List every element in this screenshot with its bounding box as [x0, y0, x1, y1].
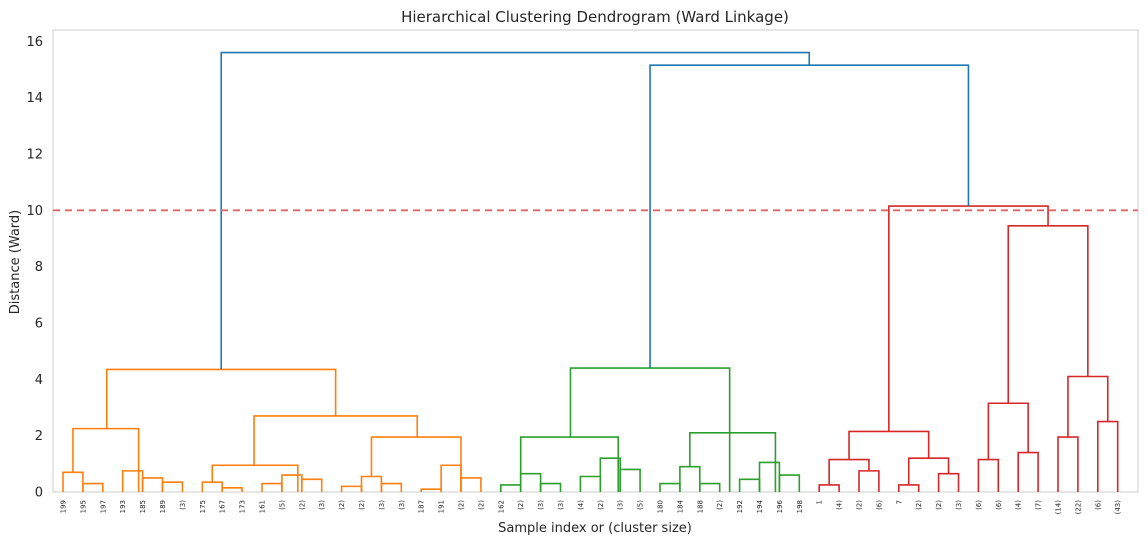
leaf-label: (2)	[597, 500, 605, 510]
y-tick-label: 10	[26, 204, 43, 219]
dendrogram-link	[539, 482, 562, 492]
leaf-label: 199	[60, 500, 68, 513]
leaf-label: (3)	[617, 500, 625, 510]
leaf-label: 173	[239, 500, 247, 513]
leaf-label: (7)	[1035, 500, 1043, 510]
leaf-label: (2)	[716, 500, 724, 510]
leaf-label: (3)	[557, 500, 565, 510]
dendrogram-link	[519, 436, 620, 492]
dendrogram-link	[828, 458, 870, 485]
leaf-label: (2)	[338, 500, 346, 510]
leaf-label: (5)	[637, 500, 645, 510]
y-axis-ticks: 0 2 4 6 8 10 12 14 16	[26, 35, 43, 501]
leaf-label: (4)	[1015, 500, 1023, 510]
y-tick-label: 8	[35, 260, 43, 275]
leaf-label: (2)	[298, 500, 306, 510]
leaf-label: 188	[696, 500, 704, 513]
y-tick-label: 12	[26, 147, 43, 162]
leaf-label: (2)	[935, 500, 943, 510]
y-tick-label: 16	[26, 35, 43, 50]
leaf-label: 161	[259, 500, 267, 513]
dendrogram-link	[301, 478, 323, 492]
y-tick-label: 6	[35, 316, 43, 331]
dendrogram-link	[221, 486, 243, 492]
leaf-label: (2)	[358, 500, 366, 510]
dendrogram-link	[858, 470, 880, 492]
leaf-label: (3)	[378, 500, 386, 510]
leaf-label: (3)	[537, 500, 545, 510]
leaf-label: (2)	[517, 500, 525, 510]
dendrogram-link	[380, 482, 403, 492]
leaf-label: (6)	[995, 500, 1003, 510]
y-tick-label: 0	[35, 486, 43, 501]
dendrogram-link	[619, 468, 641, 492]
leaf-label: (4)	[836, 500, 844, 510]
leaf-label: (3)	[398, 500, 406, 510]
leaf-label: (43)	[1114, 500, 1122, 515]
leaf-label: 195	[79, 500, 87, 513]
leaf-label: 187	[418, 500, 426, 513]
dendrogram-link	[977, 458, 1000, 492]
leaf-label: 167	[219, 500, 227, 513]
plot-frame	[52, 29, 1139, 493]
y-tick-label: 2	[35, 429, 43, 444]
x-axis-label: Sample index or (cluster size)	[498, 521, 692, 536]
dendrogram-link	[82, 482, 104, 492]
leaf-label: (4)	[577, 500, 585, 510]
leaf-label: (6)	[975, 500, 983, 510]
chart-title: Hierarchical Clustering Dendrogram (Ward…	[401, 8, 789, 26]
leaf-label: 193	[119, 500, 127, 513]
leaf-label: (2)	[458, 500, 466, 510]
leaf-label: (2)	[915, 500, 923, 510]
y-axis-label: Distance (Ward)	[8, 210, 23, 314]
leaf-label: 185	[139, 500, 147, 513]
leaf-label: 189	[159, 500, 167, 513]
y-tick-label: 4	[35, 373, 43, 388]
y-tick-label: 14	[26, 91, 43, 106]
dendrogram-link	[699, 482, 721, 492]
leaf-label: 198	[796, 500, 804, 513]
leaf-label: (3)	[318, 500, 326, 510]
leaf-label: (3)	[955, 500, 963, 510]
dendrogram-link	[569, 367, 731, 492]
leaf-label: 1	[816, 500, 824, 504]
leaf-label: 175	[199, 500, 207, 513]
leaf-label: (5)	[278, 500, 286, 510]
dendrogram-link	[1017, 451, 1039, 492]
leaf-label: (3)	[179, 500, 187, 510]
leaf-label: 197	[99, 500, 107, 513]
leaf-label: (6)	[1094, 500, 1102, 510]
leaf-label: 194	[756, 499, 764, 513]
leaf-label: (2)	[477, 500, 485, 510]
dendrogram-link	[161, 481, 184, 492]
leaf-label: 162	[497, 500, 505, 513]
dendrogram-link	[689, 432, 777, 492]
leaf-label: 7	[895, 500, 903, 504]
dendrogram-link	[370, 436, 462, 492]
leaf-label: 196	[776, 499, 784, 513]
leaf-label: 191	[438, 500, 446, 513]
dendrogram-link	[72, 427, 140, 492]
leaf-label: (6)	[875, 500, 883, 510]
dendrogram-link	[848, 430, 930, 460]
leaf-label: (14)	[1055, 500, 1063, 515]
leaf-label: (2)	[856, 500, 864, 510]
dendrogram-link	[1007, 224, 1089, 404]
dendrogram-links	[62, 51, 1119, 492]
dendrogram-link	[778, 474, 801, 492]
dendrogram-link	[211, 464, 299, 492]
leaf-label: 192	[736, 500, 744, 513]
leaf-label: 180	[657, 500, 665, 513]
leaf-label: 184	[676, 499, 684, 513]
leaf-labels: 199 195 197 193 185 189 (3) 175 167 173 161 (5) (2) (…	[60, 499, 1123, 514]
leaf-label: (22)	[1074, 500, 1082, 515]
